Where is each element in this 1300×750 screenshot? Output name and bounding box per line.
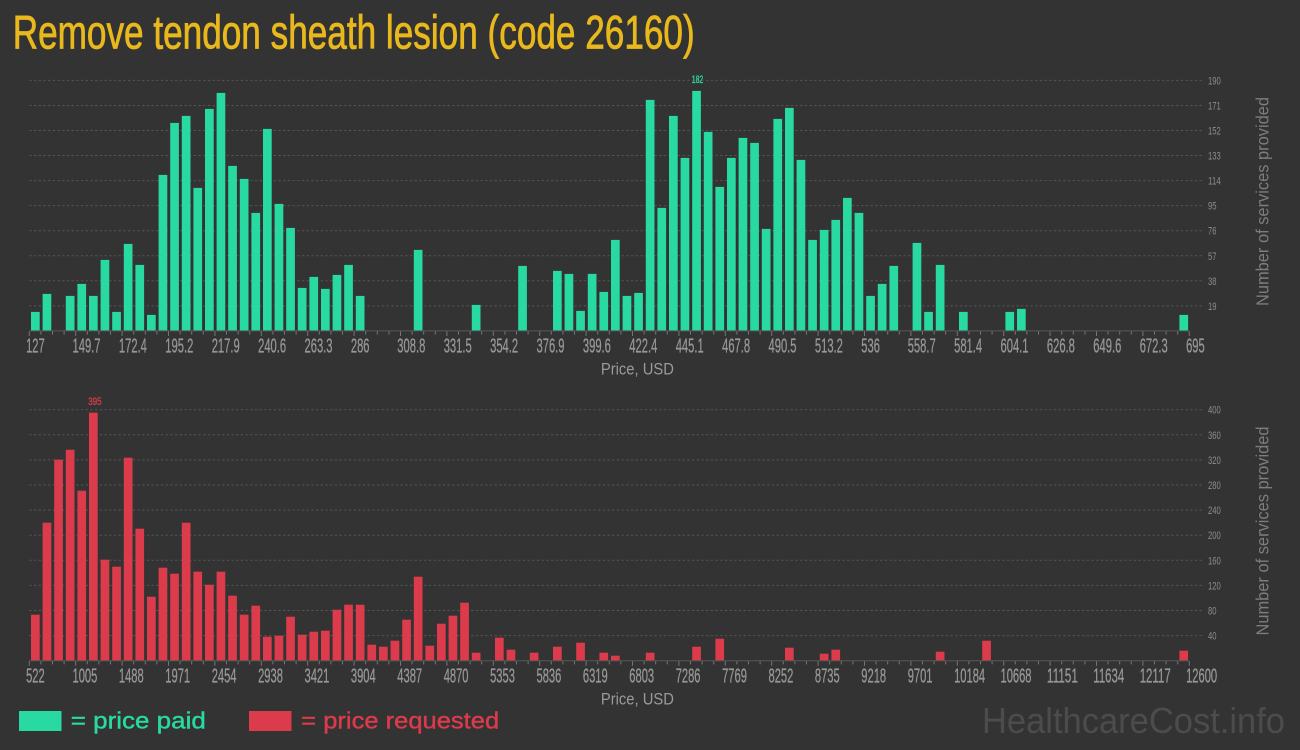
svg-text:8252: 8252 xyxy=(769,666,794,688)
svg-text:422.4: 422.4 xyxy=(629,336,657,358)
svg-text:12117: 12117 xyxy=(1140,666,1171,688)
svg-text:467.8: 467.8 xyxy=(722,336,750,358)
svg-text:513.2: 513.2 xyxy=(815,336,843,358)
svg-text:76: 76 xyxy=(1208,226,1217,238)
svg-text:308.8: 308.8 xyxy=(397,336,425,358)
svg-text:1005: 1005 xyxy=(73,666,98,688)
svg-text:1971: 1971 xyxy=(165,666,190,688)
svg-text:80: 80 xyxy=(1208,606,1217,618)
svg-text:240: 240 xyxy=(1208,505,1221,517)
svg-text:263.3: 263.3 xyxy=(305,336,333,358)
svg-text:195.2: 195.2 xyxy=(165,336,193,358)
svg-text:1488: 1488 xyxy=(119,666,144,688)
svg-text:Number of services provided: Number of services provided xyxy=(1253,427,1273,636)
svg-text:Remove tendon sheath lesion (c: Remove tendon sheath lesion (code 26160) xyxy=(13,6,695,59)
svg-text:320: 320 xyxy=(1208,455,1221,467)
svg-text:604.1: 604.1 xyxy=(1001,336,1029,358)
svg-text:10668: 10668 xyxy=(1001,666,1032,688)
svg-text:10184: 10184 xyxy=(954,666,985,688)
svg-text:490.5: 490.5 xyxy=(769,336,797,358)
svg-text:3904: 3904 xyxy=(351,666,376,688)
svg-text:190: 190 xyxy=(1208,75,1221,87)
svg-text:38: 38 xyxy=(1208,276,1217,288)
svg-text:536: 536 xyxy=(861,336,880,358)
svg-text:395: 395 xyxy=(88,396,102,408)
svg-text:171: 171 xyxy=(1208,100,1221,112)
svg-text:286: 286 xyxy=(351,336,370,358)
svg-text:8735: 8735 xyxy=(815,666,840,688)
svg-text:522: 522 xyxy=(26,666,45,688)
svg-text:= price requested: = price requested xyxy=(301,708,499,734)
svg-text:40: 40 xyxy=(1208,631,1217,643)
svg-text:9701: 9701 xyxy=(908,666,933,688)
svg-text:11151: 11151 xyxy=(1047,666,1078,688)
svg-text:360: 360 xyxy=(1208,430,1221,442)
svg-text:672.3: 672.3 xyxy=(1140,336,1168,358)
svg-text:5836: 5836 xyxy=(537,666,562,688)
svg-text:11634: 11634 xyxy=(1093,666,1124,688)
svg-text:Number of services provided: Number of services provided xyxy=(1253,97,1273,306)
svg-text:160: 160 xyxy=(1208,555,1221,567)
svg-text:182: 182 xyxy=(692,74,704,86)
svg-text:4870: 4870 xyxy=(444,666,469,688)
svg-text:149.7: 149.7 xyxy=(73,336,101,358)
svg-text:217.9: 217.9 xyxy=(212,336,240,358)
svg-text:95: 95 xyxy=(1208,201,1217,213)
svg-text:HealthcareCost.info: HealthcareCost.info xyxy=(982,700,1285,741)
svg-text:3421: 3421 xyxy=(305,666,330,688)
svg-text:2938: 2938 xyxy=(258,666,283,688)
svg-text:400: 400 xyxy=(1208,405,1221,417)
svg-text:127: 127 xyxy=(26,336,45,358)
svg-text:7286: 7286 xyxy=(676,666,701,688)
svg-text:12600: 12600 xyxy=(1186,666,1217,688)
svg-text:695: 695 xyxy=(1186,336,1205,358)
svg-text:19: 19 xyxy=(1208,301,1217,313)
svg-text:Price, USD: Price, USD xyxy=(601,360,674,379)
svg-text:331.5: 331.5 xyxy=(444,336,472,358)
svg-text:626.8: 626.8 xyxy=(1047,336,1075,358)
svg-text:280: 280 xyxy=(1208,480,1221,492)
svg-text:133: 133 xyxy=(1208,151,1221,163)
svg-text:2454: 2454 xyxy=(212,666,237,688)
svg-text:4387: 4387 xyxy=(397,666,422,688)
svg-text:= price paid: = price paid xyxy=(71,708,206,734)
svg-text:200: 200 xyxy=(1208,530,1221,542)
svg-text:6319: 6319 xyxy=(583,666,608,688)
svg-text:152: 152 xyxy=(1208,126,1221,138)
svg-text:120: 120 xyxy=(1208,580,1221,592)
svg-text:354.2: 354.2 xyxy=(490,336,518,358)
svg-text:Price, USD: Price, USD xyxy=(601,690,674,709)
svg-text:6803: 6803 xyxy=(629,666,654,688)
svg-text:376.9: 376.9 xyxy=(537,336,565,358)
svg-text:5353: 5353 xyxy=(490,666,515,688)
svg-text:581.4: 581.4 xyxy=(954,336,982,358)
svg-text:9218: 9218 xyxy=(861,666,886,688)
svg-text:558.7: 558.7 xyxy=(908,336,936,358)
svg-text:445.1: 445.1 xyxy=(676,336,704,358)
svg-text:114: 114 xyxy=(1208,176,1221,188)
svg-text:240.6: 240.6 xyxy=(258,336,286,358)
svg-text:399.6: 399.6 xyxy=(583,336,611,358)
svg-text:172.4: 172.4 xyxy=(119,336,147,358)
svg-text:57: 57 xyxy=(1208,251,1217,263)
svg-text:649.6: 649.6 xyxy=(1093,336,1121,358)
svg-text:7769: 7769 xyxy=(722,666,747,688)
